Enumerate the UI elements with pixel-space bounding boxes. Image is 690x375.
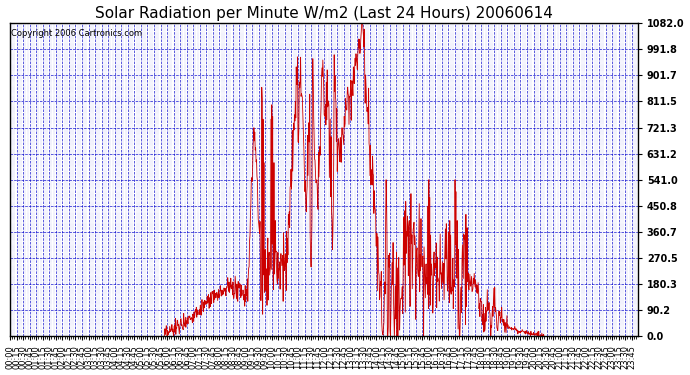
- Text: Copyright 2006 Cartronics.com: Copyright 2006 Cartronics.com: [11, 29, 142, 38]
- Title: Solar Radiation per Minute W/m2 (Last 24 Hours) 20060614: Solar Radiation per Minute W/m2 (Last 24…: [95, 6, 553, 21]
